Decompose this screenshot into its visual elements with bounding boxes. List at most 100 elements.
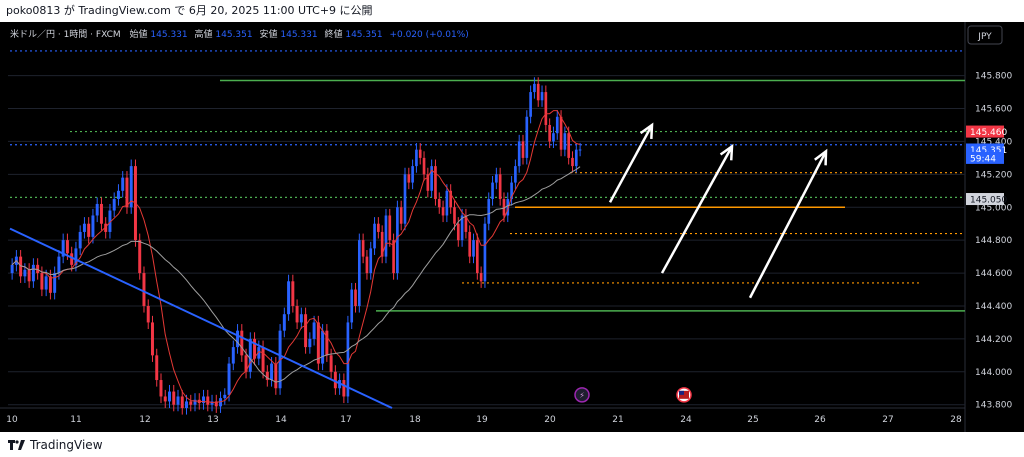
price-label-text: 145.351 (970, 146, 1007, 156)
candle-body (487, 199, 491, 224)
candle-body (210, 401, 214, 405)
candle-body (540, 92, 544, 101)
candle-body (373, 223, 376, 249)
legend-close-label: 終値 (324, 28, 342, 40)
candle-body (555, 116, 559, 134)
candle-body (168, 391, 171, 402)
slow-ma-line (11, 166, 581, 383)
y-tick-label: 145.000 (975, 203, 1012, 213)
candle-body (426, 174, 430, 191)
legend-close: 145.351 (345, 30, 382, 40)
candle-body (498, 174, 502, 200)
candle-body (574, 149, 578, 167)
candle-body (70, 253, 74, 265)
x-tick-label: 18 (409, 415, 421, 425)
lightning-event-icon (574, 387, 590, 403)
y-tick-label: 145.400 (975, 137, 1012, 147)
candle-body (464, 215, 468, 232)
footer-brand: TradingView (30, 437, 103, 452)
x-tick-label: 21 (612, 415, 623, 425)
candle-body (411, 166, 414, 183)
candle-body (441, 207, 445, 216)
price-label-bg (966, 125, 1004, 138)
candle-body (163, 396, 167, 402)
x-tick-label: 12 (139, 415, 150, 425)
candle-body (91, 215, 95, 237)
legend-symbol: 米ドル／円 · 1時間 · FXCM (10, 28, 121, 40)
legend-high-label: 高値 (195, 28, 213, 40)
x-tick-label: 11 (70, 415, 81, 425)
candle-body (407, 174, 411, 183)
candle-body (40, 273, 44, 290)
chart-frame[interactable]: ⚡ 143.800 144.000 144.200 144.400 144.600 144… (0, 22, 1024, 432)
currency-button[interactable]: JPY (967, 25, 1003, 45)
candle-body (185, 401, 188, 408)
candle-body (291, 281, 295, 306)
y-tick-label: 144.600 (975, 269, 1012, 279)
y-tick-label: 145.200 (975, 170, 1012, 180)
candle-body (369, 248, 373, 274)
candle-body (19, 256, 23, 277)
candle-body (236, 330, 240, 348)
candle-body (422, 157, 426, 175)
candle-body (533, 83, 536, 93)
candle-body (384, 215, 388, 257)
candle-body (48, 276, 52, 293)
candle-body (180, 396, 184, 408)
candle-body (468, 231, 472, 257)
candle-body (261, 347, 265, 372)
candle-body (430, 166, 433, 191)
candle-body (388, 215, 392, 241)
candle-body (559, 116, 563, 150)
candle-body (396, 207, 399, 274)
publish-text: poko0813 が TradingView.com で 6月 20, 2025… (6, 4, 373, 17)
candle-body (354, 289, 357, 306)
price-label-text: 145.050 (970, 196, 1007, 206)
x-tick-label: 27 (882, 415, 893, 425)
candle-body (460, 215, 464, 241)
x-tick-label: 13 (207, 415, 218, 425)
candle-body (415, 149, 418, 167)
up-arrow-head (639, 122, 654, 140)
candle-body (193, 399, 197, 405)
legend-change: +0.020 (+0.01%) (389, 30, 468, 40)
price-chart[interactable]: ⚡ 143.800 144.000 144.200 144.400 144.600 144… (0, 22, 1024, 432)
candle-body (342, 380, 346, 397)
candle-body (548, 124, 551, 142)
candle-body (248, 338, 252, 372)
candle-body (506, 199, 510, 216)
legend: 米ドル／円 · 1時間 · FXCM 始値 145.331 高値 145.351… (10, 28, 469, 40)
legend-low-label: 安値 (259, 28, 277, 40)
candle-body (578, 149, 582, 151)
candle-body (257, 347, 261, 359)
candle-body (265, 371, 269, 381)
candle-body (445, 190, 449, 216)
candle-body (380, 231, 384, 257)
candle-body (23, 269, 27, 277)
candle-body (129, 166, 133, 208)
trendline-layer (9, 227, 393, 409)
candle-body (206, 396, 210, 405)
up-arrow-head (814, 148, 828, 166)
candle-body (517, 141, 521, 167)
candle-body (172, 391, 176, 405)
candle-body (472, 240, 475, 257)
candle-body (116, 190, 120, 200)
candle-body (329, 355, 333, 372)
candle-body (333, 371, 337, 389)
candle-body (27, 269, 31, 282)
candle-body (453, 207, 456, 224)
up-arrow-head (719, 143, 734, 161)
y-tick-label: 145.600 (975, 105, 1012, 115)
candle-body (316, 322, 320, 364)
candle-body (392, 240, 395, 274)
candle-body (552, 133, 555, 142)
candle-body (65, 240, 69, 254)
axes-layer: 143.800 144.000 144.200 144.400 144.600 144.8… (6, 72, 1012, 425)
price-label-text: 145.460 (970, 128, 1007, 138)
candle-body (491, 182, 494, 200)
candle-body (403, 174, 407, 224)
lightning-glyph: ⚡ (579, 391, 585, 400)
candle-body (44, 276, 48, 290)
candle-body (567, 133, 571, 158)
